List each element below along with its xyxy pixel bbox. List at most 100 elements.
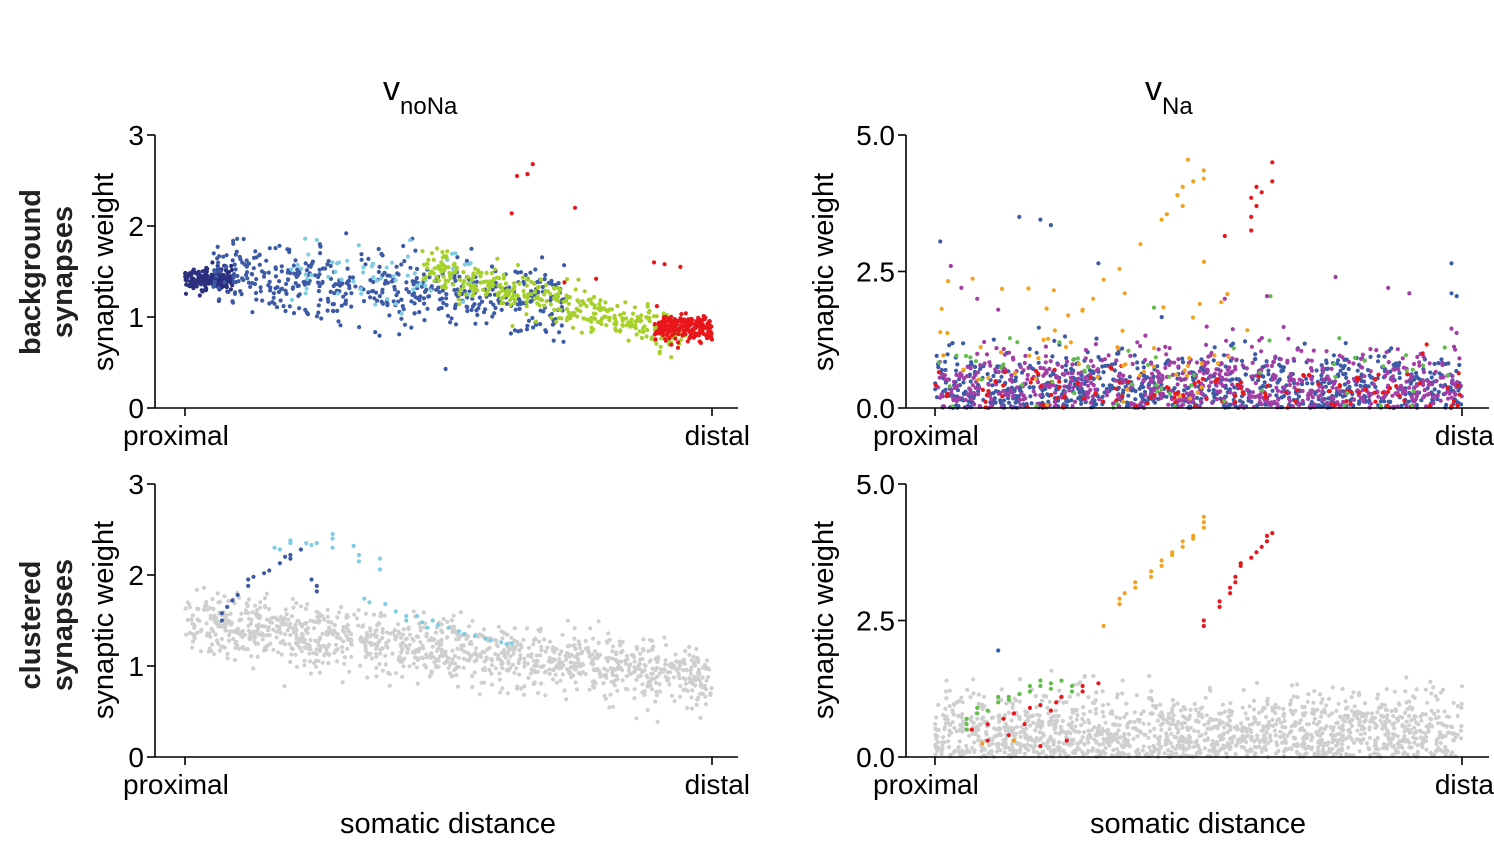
data-point [1259,349,1264,354]
data-point [344,633,349,638]
data-point [325,614,330,619]
x-tick-label: distal [685,420,750,451]
data-point [1330,385,1335,390]
data-point [420,249,425,254]
data-point [962,376,967,381]
data-point [681,328,686,333]
data-point [184,632,189,637]
data-point [688,331,693,336]
data-point [1007,350,1012,355]
data-point [689,665,694,670]
data-point [1001,383,1006,388]
data-point [345,646,350,652]
data-point [327,642,332,647]
data-point [521,279,526,285]
data-point [548,302,553,307]
data-point [1034,705,1039,710]
data-point [1337,353,1342,358]
data-point [477,295,482,300]
data-point [291,630,297,635]
data-point [522,664,527,669]
data-point [683,687,688,692]
data-point [597,301,602,307]
data-point [409,325,414,330]
data-point [361,299,367,304]
data-point [1342,403,1347,408]
data-point [216,286,221,291]
data-point [1393,747,1398,752]
data-point [368,295,373,300]
data-point [456,684,461,689]
data-point [1133,397,1138,402]
data-point [204,286,209,291]
data-point [587,687,592,692]
data-point [1082,396,1087,401]
data-point [435,275,440,280]
data-point [576,661,582,666]
data-point [1152,393,1157,398]
data-point [227,629,232,634]
data-point [1082,368,1087,373]
data-point [1224,377,1229,382]
data-point [1087,368,1093,373]
data-point [440,255,445,260]
data-point [706,329,711,334]
data-point [1027,346,1032,351]
data-point [665,670,670,675]
data-point [342,655,347,660]
data-point [367,652,372,657]
data-point [1314,368,1319,373]
data-point [989,403,994,408]
data-point [607,705,612,710]
data-point [642,662,647,667]
data-point [305,602,310,607]
data-point [1156,741,1161,747]
data-point [389,260,395,265]
data-point [183,606,188,611]
data-point [290,596,295,601]
data-point [1036,371,1041,376]
data-point [444,659,450,664]
data-point [1221,353,1227,358]
data-point [1437,371,1442,376]
data-point [958,371,963,376]
data-point [986,375,991,380]
data-point [933,382,938,388]
data-point [407,642,412,647]
data-point [937,375,942,380]
data-point [1210,400,1215,405]
data-point [496,624,501,629]
data-point [210,614,215,619]
data-point [1331,362,1337,367]
data-point [439,647,444,653]
data-point [517,648,522,653]
data-point [1014,385,1020,390]
data-point [1182,388,1187,393]
data-point [1219,300,1224,305]
data-point [183,291,189,296]
data-point [1114,398,1119,403]
data-point [1035,380,1041,385]
data-point [1249,228,1254,233]
data-point [1159,727,1164,732]
data-point [1180,393,1186,398]
data-point [378,614,383,619]
data-point [1438,398,1443,403]
data-point [309,273,314,278]
data-point [498,282,503,287]
data-point [211,251,216,256]
data-point [536,284,541,289]
data-point [314,541,319,546]
data-point [695,324,700,329]
data-point [379,299,384,304]
data-point [1441,375,1446,380]
data-point [973,359,979,364]
data-point [1368,347,1373,352]
data-point [548,291,553,297]
data-point [1022,360,1027,366]
data-point [418,281,423,286]
data-point [628,324,633,329]
data-point [1050,379,1055,384]
data-point [512,626,517,631]
data-point [668,323,674,328]
